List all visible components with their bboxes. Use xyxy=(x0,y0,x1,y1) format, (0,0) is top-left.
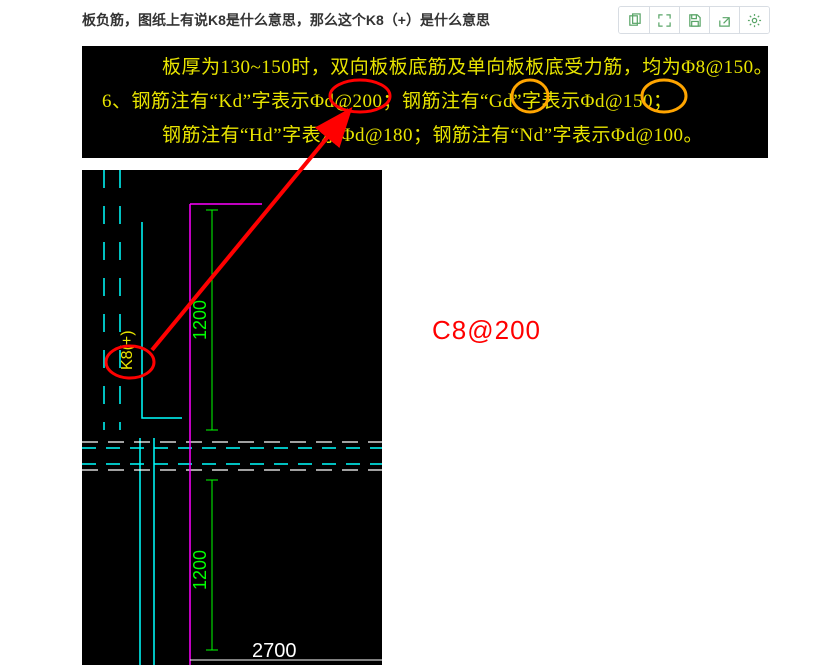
share-button[interactable] xyxy=(709,7,739,33)
dim-1200a: 1200 xyxy=(190,300,210,340)
toolbar xyxy=(618,6,770,34)
settings-button[interactable] xyxy=(739,7,769,33)
copy-button[interactable] xyxy=(619,7,649,33)
annotation-text: C8@200 xyxy=(432,315,541,346)
share-icon xyxy=(717,13,732,28)
dim-2700: 2700 xyxy=(252,640,297,662)
save-button[interactable] xyxy=(679,7,709,33)
save-icon xyxy=(687,13,702,28)
cad-plan-svg: K8(+) 1200 1200 2700 xyxy=(82,170,382,665)
expand-icon xyxy=(657,13,672,28)
expand-button[interactable] xyxy=(649,7,679,33)
cad-plan-panel: K8(+) 1200 1200 2700 xyxy=(82,170,382,665)
note-highlight-overlay xyxy=(82,46,768,158)
gear-icon xyxy=(747,13,762,28)
cad-note-panel: 板厚为130~150时，双向板板底筋及单向板板底受力筋，均为Φ8@150。 6、… xyxy=(82,46,768,158)
copy-icon xyxy=(627,13,642,28)
content-area: 板负筋，图纸上有说K8是什么意思，那么这个K8（+）是什么意思 xyxy=(82,0,770,672)
k8-label: K8(+) xyxy=(119,330,136,370)
dim-1200b: 1200 xyxy=(190,550,210,590)
header-row: 板负筋，图纸上有说K8是什么意思，那么这个K8（+）是什么意思 xyxy=(82,0,770,44)
